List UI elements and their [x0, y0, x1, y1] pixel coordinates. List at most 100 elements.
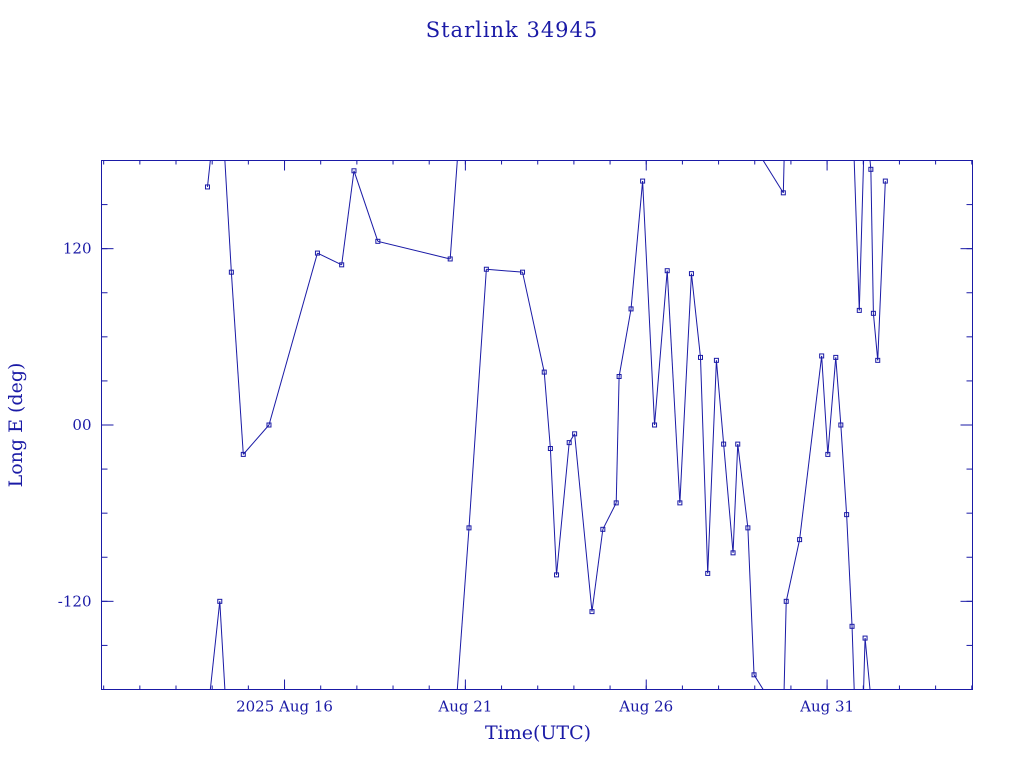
data-point — [228, 269, 234, 275]
series-segment — [872, 313, 879, 361]
series-segment — [642, 181, 656, 426]
data-point — [819, 353, 825, 359]
series-segment — [785, 539, 801, 602]
data-point — [677, 500, 683, 506]
series-segment — [543, 372, 551, 449]
data-point — [875, 357, 881, 363]
data-point — [520, 269, 526, 275]
series-segment — [341, 170, 355, 265]
series-segment — [747, 527, 755, 675]
series-segment — [602, 502, 617, 530]
y-tick-label: 00 — [72, 416, 91, 434]
series-segment — [568, 433, 576, 443]
series-segment — [846, 514, 853, 627]
data-point — [882, 178, 888, 184]
data-point — [780, 190, 786, 196]
data-point — [735, 441, 741, 447]
series-segment — [317, 252, 342, 266]
series-segment — [224, 160, 232, 273]
series-segment — [449, 160, 458, 259]
x-tick-label: Aug 31 — [799, 698, 854, 716]
y-tick-label: 120 — [63, 240, 92, 258]
series-segment — [242, 424, 270, 455]
data-point — [600, 526, 606, 532]
data-point — [713, 357, 719, 363]
series-segment — [549, 448, 558, 575]
data-point — [705, 570, 711, 576]
series-segment — [486, 268, 523, 273]
data-point — [339, 262, 345, 268]
x-tick-label: Aug 26 — [618, 698, 673, 716]
series-segment — [864, 638, 871, 690]
data-point — [745, 525, 751, 531]
series-segment — [666, 270, 681, 503]
series-segment — [835, 357, 842, 426]
data-point — [589, 609, 595, 615]
series-segment — [707, 360, 717, 574]
data-point — [628, 306, 634, 312]
series-segment — [782, 160, 785, 193]
data-point — [825, 451, 831, 457]
y-tick-label: -120 — [58, 592, 92, 610]
series-segment — [699, 357, 709, 574]
data-point — [652, 422, 658, 428]
data-point — [862, 635, 868, 641]
data-point — [730, 550, 736, 556]
series-segment — [654, 270, 668, 426]
data-point — [616, 374, 622, 380]
data-point — [375, 238, 381, 244]
data-point — [721, 441, 727, 447]
data-point — [640, 178, 646, 184]
data-point — [466, 525, 472, 531]
series-segment — [468, 269, 487, 528]
x-axis-title: Time(UTC) — [485, 722, 591, 744]
series-segment — [206, 160, 211, 188]
x-tick-label: Aug 21 — [437, 698, 492, 716]
series-segment — [574, 433, 593, 612]
data-point — [856, 307, 862, 313]
data-point — [554, 572, 560, 578]
series-segment — [858, 160, 865, 311]
data-point — [849, 623, 855, 629]
series-segment — [853, 160, 860, 311]
series-segment — [851, 626, 855, 690]
data-point — [217, 598, 223, 604]
series-segment — [377, 240, 451, 260]
data-point — [838, 422, 844, 428]
chart-title: Starlink 34945 — [426, 18, 599, 42]
data-point — [697, 354, 703, 360]
series-segment — [840, 424, 848, 515]
y-axis-ticks: 120 00 -120 — [58, 240, 973, 610]
series-segment — [219, 601, 226, 690]
data-point — [240, 451, 246, 457]
data-point — [751, 672, 757, 678]
plot-frame — [101, 160, 973, 690]
series-markers — [204, 166, 888, 678]
data-point — [572, 431, 578, 437]
data-point — [483, 266, 489, 272]
minor-ticks — [101, 160, 973, 690]
series-segment — [723, 444, 734, 553]
data-point — [541, 369, 547, 375]
data-point — [547, 446, 553, 452]
series-segment — [209, 601, 221, 690]
x-tick-label: 2025 Aug 16 — [236, 698, 333, 716]
data-point — [266, 422, 272, 428]
series-lines — [206, 160, 886, 690]
series-segment — [230, 272, 244, 455]
x-axis-ticks: 2025 Aug 16 Aug 21 Aug 26 Aug 31 — [236, 160, 854, 716]
series-segment — [715, 360, 725, 445]
series-segment — [869, 160, 872, 170]
series-segment — [591, 529, 604, 612]
series-segment — [762, 160, 784, 194]
series-segment — [732, 444, 739, 553]
data-point — [664, 268, 670, 274]
series-segment — [268, 252, 318, 426]
data-point — [783, 598, 789, 604]
series-segment — [783, 601, 787, 690]
data-point — [797, 537, 803, 543]
series-segment — [456, 527, 470, 690]
data-point — [868, 166, 874, 172]
y-axis-title: Long E (deg) — [5, 363, 27, 488]
